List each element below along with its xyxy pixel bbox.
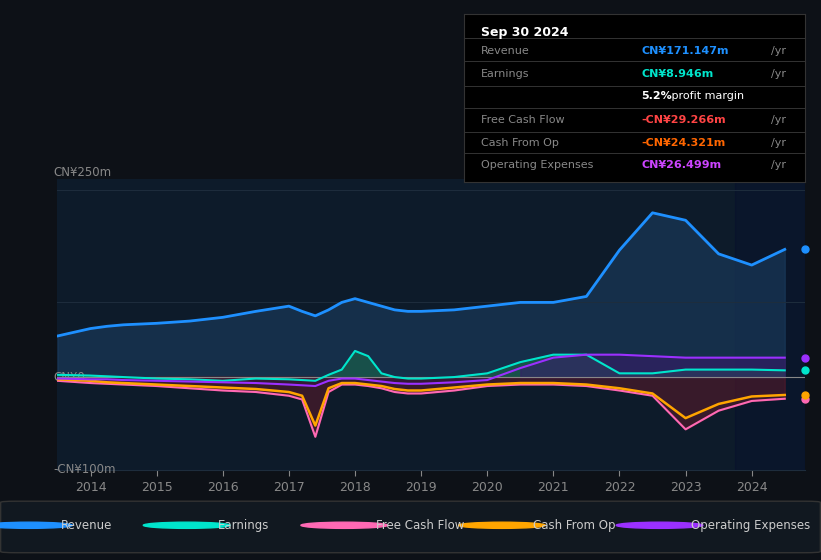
Circle shape (144, 522, 230, 529)
Circle shape (459, 522, 545, 529)
Text: Earnings: Earnings (481, 69, 530, 80)
FancyBboxPatch shape (1, 501, 820, 553)
Text: Revenue: Revenue (481, 46, 530, 56)
Text: Operating Expenses: Operating Expenses (691, 519, 810, 532)
Text: -CN¥24.321m: -CN¥24.321m (641, 138, 725, 148)
Text: CN¥0: CN¥0 (53, 371, 85, 384)
Text: Earnings: Earnings (218, 519, 269, 532)
Text: /yr: /yr (770, 46, 786, 56)
Text: profit margin: profit margin (668, 91, 745, 101)
Text: Operating Expenses: Operating Expenses (481, 160, 594, 170)
Circle shape (0, 522, 72, 529)
Text: /yr: /yr (770, 160, 786, 170)
Text: CN¥26.499m: CN¥26.499m (641, 160, 721, 170)
Text: Cash From Op: Cash From Op (534, 519, 616, 532)
Text: /yr: /yr (770, 69, 786, 80)
Text: CN¥250m: CN¥250m (53, 166, 112, 179)
Text: 5.2%: 5.2% (641, 91, 672, 101)
Text: Free Cash Flow: Free Cash Flow (481, 115, 565, 125)
Text: Free Cash Flow: Free Cash Flow (376, 519, 464, 532)
Text: CN¥8.946m: CN¥8.946m (641, 69, 713, 80)
Text: CN¥171.147m: CN¥171.147m (641, 46, 728, 56)
Text: Cash From Op: Cash From Op (481, 138, 559, 148)
Circle shape (301, 522, 388, 529)
Text: -CN¥29.266m: -CN¥29.266m (641, 115, 726, 125)
Text: -CN¥100m: -CN¥100m (53, 463, 117, 477)
Circle shape (617, 522, 703, 529)
Text: /yr: /yr (770, 138, 786, 148)
Text: Sep 30 2024: Sep 30 2024 (481, 26, 568, 39)
Text: /yr: /yr (770, 115, 786, 125)
Text: Revenue: Revenue (61, 519, 112, 532)
Bar (735, 179, 805, 470)
